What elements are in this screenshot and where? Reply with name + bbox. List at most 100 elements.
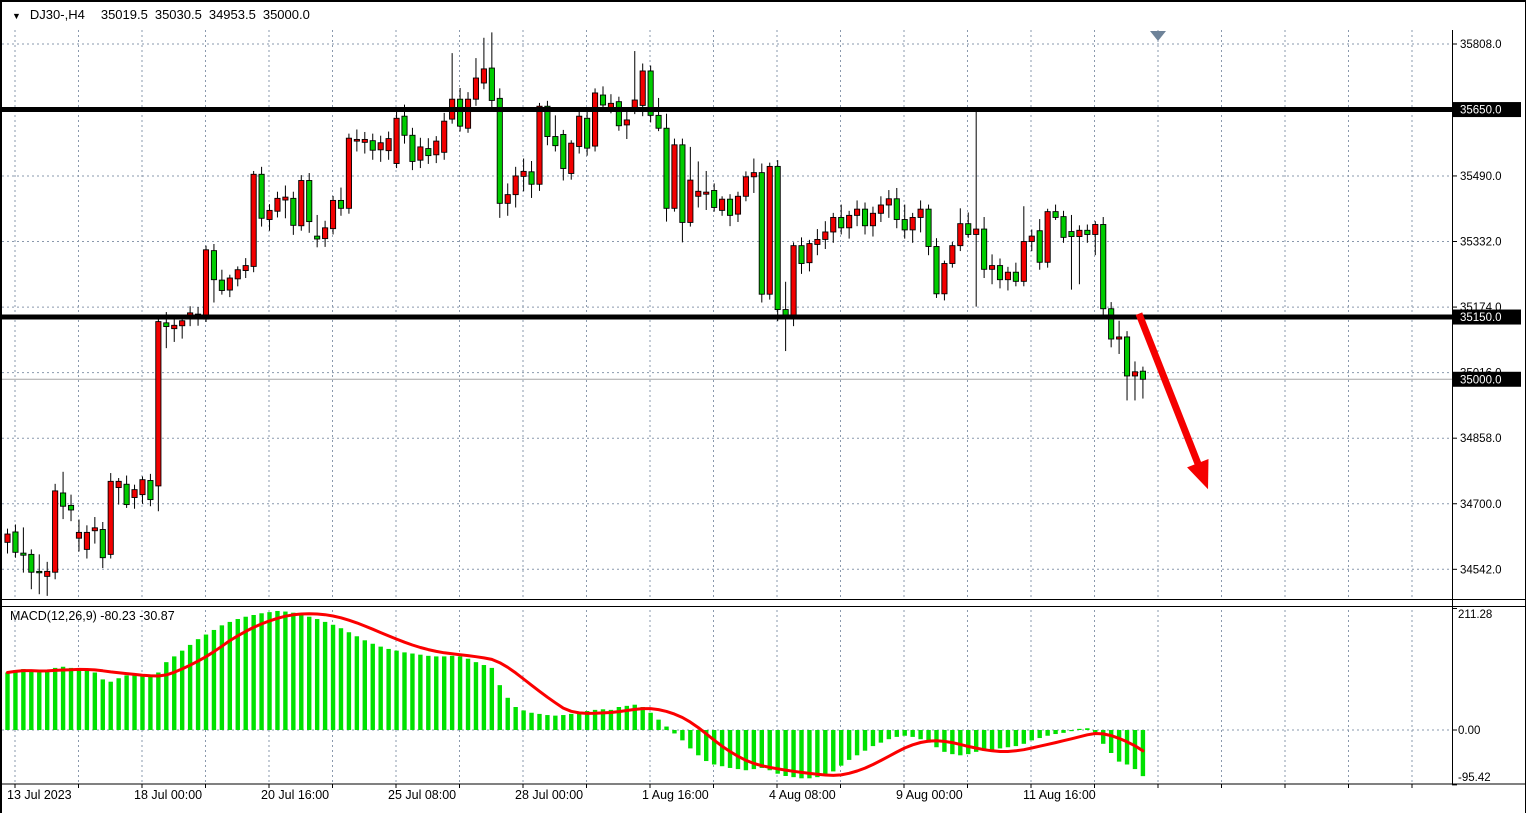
candle (774, 160, 781, 322)
macd-histogram-bar (529, 712, 534, 730)
candle-body (393, 117, 400, 164)
candle-body (933, 246, 940, 295)
time-label: 1 Aug 16:00 (642, 788, 709, 802)
macd-histogram-bar (600, 709, 606, 730)
candle (520, 158, 527, 192)
candle (941, 260, 948, 301)
candle (885, 190, 892, 218)
price-level-lines[interactable] (2, 107, 1452, 320)
candle-body (4, 533, 11, 543)
candle (671, 138, 678, 212)
macd-histogram-bar (981, 730, 987, 751)
macd-histogram-bar (235, 619, 240, 730)
candle-body (726, 198, 734, 216)
macd-histogram-bar (338, 628, 344, 730)
candle (99, 522, 106, 569)
candle (361, 131, 368, 154)
macd-histogram-bar (322, 621, 328, 730)
macd-histogram-bar (442, 656, 447, 730)
candle-body (425, 148, 432, 157)
candle-body (758, 172, 765, 295)
candle-body (544, 105, 551, 137)
macd-histogram-bar (553, 715, 558, 730)
candle-body (99, 529, 106, 559)
candle (417, 137, 424, 169)
candle (226, 274, 233, 298)
candle (869, 206, 877, 237)
candle (552, 115, 559, 152)
macd-histogram-bar (680, 730, 685, 741)
macd-histogram-bar (1132, 730, 1138, 770)
candle-body (1012, 271, 1019, 282)
macd-histogram-bar (775, 730, 780, 774)
macd-histogram-bar (410, 653, 415, 730)
candle (274, 191, 281, 218)
candle (901, 204, 908, 239)
macd-histogram-bar (608, 709, 614, 730)
pane-splitter[interactable] (2, 599, 1526, 607)
macd-histogram-bar (386, 648, 391, 730)
macd-histogram-bar (473, 662, 479, 730)
price-tick-label: 34542.0 (1460, 564, 1502, 576)
macd-histogram-bar (354, 636, 360, 730)
candle (814, 229, 821, 256)
trend-arrow-head[interactable] (1187, 458, 1209, 490)
macd-tick-label: -95.42 (1458, 772, 1491, 784)
candle (615, 96, 622, 131)
macd-histogram-bar (426, 655, 431, 730)
candle (592, 88, 599, 152)
chart-titlebar: ▼ DJ30-,H4 35019.5 35030.5 34953.5 35000.0 (2, 2, 1525, 28)
candle-body (472, 77, 480, 100)
macd-histogram-bar (862, 730, 868, 751)
macd-histogram-bar (259, 613, 264, 730)
macd-histogram-bar (457, 656, 463, 730)
axes[interactable]: 13 Jul 2023 18 Jul 00:00 20 Jul 16:00 25 Ju… (2, 30, 1526, 813)
candlesticks (4, 32, 1146, 596)
candle-body (861, 208, 869, 227)
macd-histogram-bar (576, 712, 582, 730)
macd-histogram-bar (481, 665, 487, 730)
macd-histogram-bar (648, 712, 653, 730)
candle-body (909, 216, 916, 231)
macd-histogram-bar (243, 616, 248, 730)
macd-histogram-bar (45, 670, 50, 730)
trend-arrow-shaft[interactable] (1135, 312, 1203, 469)
candle-body (687, 179, 694, 223)
candle (266, 204, 273, 231)
macd-histogram-bar (839, 730, 844, 766)
splitter-band (2, 599, 1525, 607)
candle-body (822, 231, 829, 240)
candle-body (1131, 371, 1139, 377)
candle-body (869, 212, 877, 227)
candle (36, 554, 43, 595)
last-bar-marker-icon (1150, 31, 1166, 41)
candle (218, 269, 225, 295)
chart-canvas[interactable]: MACD(12,26,9) -80.23 -30.87 13 Jul 2023 1… (2, 28, 1526, 813)
candle (131, 484, 138, 509)
macd-histogram-bar (497, 685, 502, 730)
macd-histogram-bar (696, 730, 701, 756)
candle-body (846, 214, 853, 229)
macd-histogram-bar (267, 612, 272, 730)
candle (1060, 210, 1067, 243)
macd-histogram-bar (314, 619, 320, 730)
symbol-dropdown-icon[interactable]: ▼ (12, 11, 21, 21)
candle (584, 111, 591, 156)
candle (719, 196, 726, 216)
candle-body (266, 209, 273, 220)
annotations[interactable] (1135, 31, 1209, 490)
time-label: 25 Jul 08:00 (388, 788, 456, 802)
time-label: 13 Jul 2023 (7, 788, 72, 802)
macd-histogram-bar (251, 615, 256, 730)
candle-body (576, 115, 583, 147)
candle (838, 204, 845, 235)
candle (663, 113, 670, 222)
macd-histogram-bar (21, 669, 26, 730)
quote-open: 35019.5 (100, 7, 148, 22)
candle (385, 131, 392, 160)
candle-body (20, 552, 27, 556)
candle-body (854, 208, 861, 216)
macd-histogram-bar (966, 730, 971, 755)
macd-histogram-bar (711, 730, 717, 765)
macd-histogram-bar (140, 674, 145, 730)
